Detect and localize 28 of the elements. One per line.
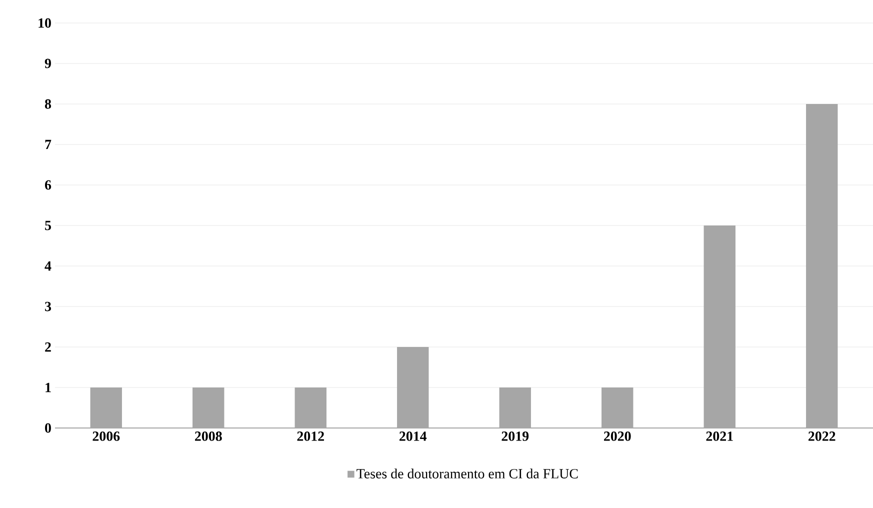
x-tick-label: 2020 [604, 432, 631, 441]
bar [602, 388, 634, 428]
bar [704, 225, 736, 428]
y-tick-label: 0 [45, 423, 51, 433]
x-tick-label: 2014 [400, 432, 427, 441]
x-tick-label: 2019 [502, 432, 529, 441]
y-tick-label: 10 [38, 18, 51, 28]
y-tick-label: 6 [44, 180, 52, 190]
bar [499, 388, 531, 428]
bar [294, 388, 326, 428]
y-tick-label: 1 [46, 382, 51, 392]
bar [397, 346, 429, 428]
x-tick-label: 2008 [195, 432, 222, 441]
x-tick-label: 2012 [297, 432, 324, 441]
y-tick-label: 8 [44, 99, 52, 109]
bar [192, 388, 224, 428]
bar [806, 104, 838, 428]
y-tick-label: 7 [45, 140, 52, 150]
y-tick-label: 9 [44, 58, 51, 68]
y-tick-label: 4 [44, 261, 52, 271]
x-tick-label: 2006 [92, 432, 120, 441]
y-tick-label: 2 [45, 342, 51, 352]
x-tick-label: 2021 [706, 432, 733, 441]
legend-label: Teses de doutoramento em CI da FLUC [356, 468, 578, 478]
y-tick-label: 5 [45, 220, 51, 230]
x-tick-label: 2022 [808, 432, 836, 441]
y-tick-label: 3 [45, 302, 52, 312]
bar [90, 388, 122, 428]
